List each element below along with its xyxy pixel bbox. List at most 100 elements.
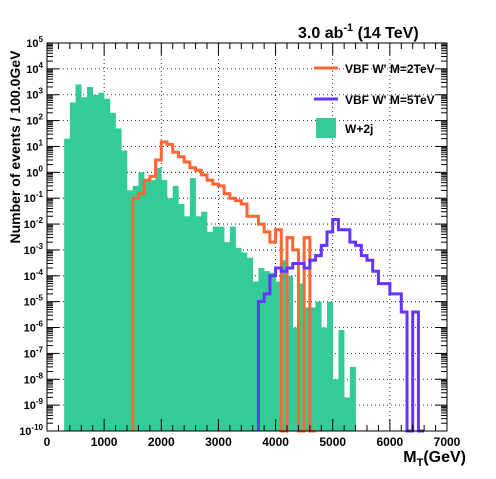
- y-tick-label: 103: [26, 87, 43, 102]
- bkg-bar: [64, 138, 71, 431]
- bkg-bar: [121, 150, 128, 432]
- y-tick-label: 10-2: [24, 216, 44, 231]
- y-tick-base: 10: [24, 297, 36, 309]
- bkg-bar: [98, 92, 105, 431]
- legend-label: VBF W' M=2TeV: [345, 62, 435, 76]
- y-tick-label: 10-3: [24, 242, 44, 257]
- title-superscript: -1: [343, 22, 353, 34]
- y-tick-base: 10: [24, 400, 36, 412]
- y-tick-label: 101: [26, 138, 43, 153]
- bkg-bar: [292, 327, 299, 431]
- bkg-bar: [127, 190, 134, 431]
- x-axis-label-subscript: T: [417, 457, 424, 469]
- bkg-bar: [269, 272, 276, 431]
- bkg-bar: [332, 379, 339, 431]
- y-tick-exponent: -6: [36, 320, 44, 329]
- bkg-bar: [201, 211, 208, 431]
- background-histogram: [64, 84, 356, 432]
- bkg-bar: [81, 97, 88, 431]
- y-tick-exponent: -9: [36, 397, 44, 406]
- bkg-bar: [281, 260, 288, 431]
- y-tick-label: 105: [26, 35, 43, 50]
- bkg-bar: [327, 301, 334, 431]
- x-tick-label: 6000: [377, 435, 404, 449]
- x-axis-label: MT(GeV): [403, 449, 466, 469]
- bkg-bar: [247, 257, 254, 431]
- bkg-bar: [252, 281, 259, 431]
- legend-label: VBF W' M=5TeV: [345, 93, 435, 107]
- bkg-bar: [241, 252, 248, 431]
- y-tick-exponent: 0: [39, 164, 44, 173]
- y-tick-label: 10-5: [24, 294, 44, 309]
- y-tick-label: 100: [26, 164, 43, 179]
- x-tick-label: 5000: [319, 435, 346, 449]
- axes: 0 1000 2000 3000 4000 5000 6000 700010-1010-910…: [19, 35, 460, 449]
- legend-swatch-fill: [316, 118, 336, 138]
- y-tick-label: 10-9: [24, 397, 44, 412]
- x-axis-label-suffix: (GeV): [423, 449, 466, 466]
- y-tick-exponent: -4: [36, 268, 44, 277]
- bkg-bar: [229, 226, 236, 431]
- y-tick-label: 104: [26, 61, 43, 76]
- bkg-bar: [207, 231, 214, 431]
- bkg-bar: [75, 84, 82, 432]
- y-tick-exponent: -8: [36, 371, 44, 380]
- bkg-bar: [189, 178, 196, 431]
- bkg-bar: [235, 247, 242, 431]
- bkg-bar: [338, 330, 345, 431]
- bkg-bar: [161, 180, 168, 431]
- y-tick-base: 10: [26, 167, 38, 179]
- y-tick-label: 10-1: [24, 190, 44, 205]
- y-tick-base: 10: [24, 271, 36, 283]
- y-tick-base: 10: [24, 245, 36, 257]
- y-tick-base: 10: [26, 64, 38, 76]
- bkg-bar: [87, 86, 94, 432]
- bkg-bar: [298, 283, 305, 431]
- y-tick-base: 10: [24, 323, 36, 335]
- y-tick-exponent: -5: [36, 294, 44, 303]
- y-tick-exponent: 1: [39, 138, 44, 147]
- y-tick-base: 10: [19, 426, 31, 438]
- y-tick-label: 10-7: [24, 345, 44, 360]
- y-tick-label: 102: [26, 113, 43, 128]
- y-tick-exponent: -10: [31, 423, 43, 432]
- bkg-bar: [69, 102, 76, 432]
- bkg-bar: [258, 268, 265, 431]
- legend: VBF W' M=2TeV VBF W' M=5TeV W+2j: [314, 62, 435, 138]
- y-tick-exponent: -3: [36, 242, 44, 251]
- x-tick-label: 0: [44, 435, 51, 449]
- bkg-bar: [344, 397, 351, 431]
- bkg-bar: [315, 301, 322, 431]
- bkg-bar: [212, 226, 219, 431]
- x-tick-label: 3000: [205, 435, 232, 449]
- y-tick-label: 10-8: [24, 371, 44, 386]
- bkg-bar: [138, 172, 145, 432]
- y-tick-base: 10: [24, 348, 36, 360]
- bkg-bar: [304, 307, 311, 431]
- bkg-bar: [218, 226, 225, 431]
- y-tick-exponent: 3: [39, 87, 44, 96]
- bkg-bar: [178, 203, 185, 431]
- y-tick-base: 10: [24, 374, 36, 386]
- y-tick-exponent: 4: [39, 61, 44, 70]
- y-tick-label: 10-10: [19, 423, 43, 438]
- x-tick-label: 7000: [434, 435, 461, 449]
- bkg-bar: [144, 180, 151, 431]
- x-axis-label-main: M: [403, 449, 416, 466]
- bkg-bar: [264, 271, 271, 431]
- y-tick-base: 10: [26, 90, 38, 102]
- plot-frame: [46, 42, 448, 432]
- bkg-bar: [287, 275, 294, 431]
- y-tick-base: 10: [24, 193, 36, 205]
- chart-title: 3.0 ab-1 (14 TeV): [298, 22, 419, 42]
- bkg-bar: [132, 185, 139, 431]
- y-tick-base: 10: [26, 141, 38, 153]
- bkg-bar: [349, 366, 356, 431]
- y-tick-label: 10-6: [24, 320, 44, 335]
- series-line-m5: [256, 218, 425, 433]
- bkg-bar: [155, 167, 162, 431]
- bkg-bar: [109, 112, 116, 431]
- y-tick-exponent: 5: [39, 35, 44, 44]
- y-tick-exponent: 2: [39, 113, 44, 122]
